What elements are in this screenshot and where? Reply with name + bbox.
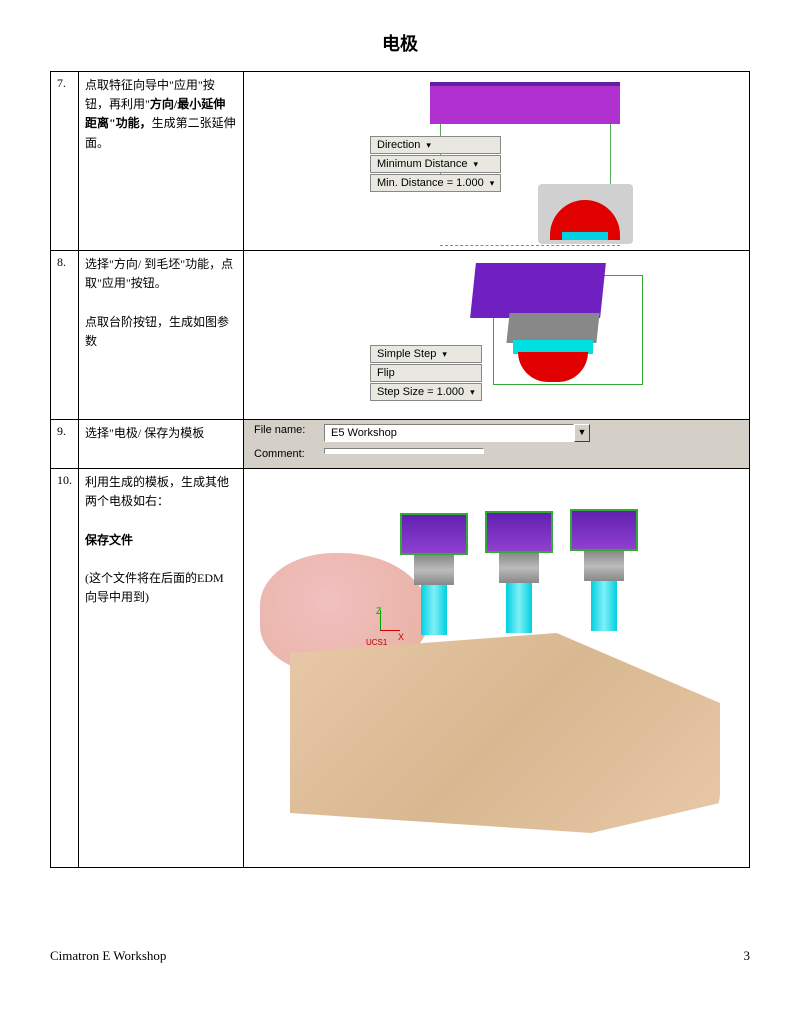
- footer-left: Cimatron E Workshop: [50, 948, 166, 964]
- min-distance-dropdown[interactable]: Minimum Distance: [370, 155, 501, 173]
- filename-label: File name:: [254, 424, 305, 436]
- step-number: 7.: [51, 72, 79, 251]
- step-number: 8.: [51, 251, 79, 420]
- step-number: 9.: [51, 420, 79, 469]
- comment-label: Comment:: [254, 448, 305, 460]
- filename-input[interactable]: E5 Workshop: [324, 424, 574, 442]
- simple-step-dropdown[interactable]: Simple Step: [370, 345, 482, 363]
- figure-step7: Direction Minimum Distance Min. Distance…: [250, 76, 743, 246]
- steps-table: 7. 点取特征向导中"应用"按钮，再利用"方向/最小延伸距离"功能，生成第二张延…: [50, 71, 750, 868]
- table-row: 7. 点取特征向导中"应用"按钮，再利用"方向/最小延伸距离"功能，生成第二张延…: [51, 72, 750, 251]
- step-text: 选择"方向/ 到毛坯"功能，点取"应用"按钮。 点取台阶按钮，生成如图参数: [79, 251, 244, 420]
- page-footer: Cimatron E Workshop 3: [0, 948, 800, 964]
- figure-step10: Z X UCS1: [250, 473, 743, 863]
- filename-dropdown-icon[interactable]: ▼: [574, 424, 590, 442]
- figure-step8: Simple Step Flip Step Size = 1.000: [250, 255, 743, 415]
- page-title: 电极: [50, 30, 750, 56]
- figure-step9: File name: E5 Workshop ▼ Comment:: [244, 420, 749, 468]
- comment-input[interactable]: [324, 448, 484, 454]
- flip-button[interactable]: Flip: [370, 364, 482, 382]
- step-text: 选择"电极/ 保存为模板: [79, 420, 244, 469]
- footer-page-number: 3: [744, 948, 751, 964]
- table-row: 10. 利用生成的模板，生成其他两个电极如右： 保存文件 (这个文件将在后面的E…: [51, 469, 750, 868]
- step-size-value[interactable]: Step Size = 1.000: [370, 383, 482, 401]
- step-text: 利用生成的模板，生成其他两个电极如右： 保存文件 (这个文件将在后面的EDM 向…: [79, 469, 244, 868]
- direction-dropdown[interactable]: Direction: [370, 136, 501, 154]
- table-row: 9. 选择"电极/ 保存为模板 File name: E5 Workshop ▼…: [51, 420, 750, 469]
- step-text: 点取特征向导中"应用"按钮，再利用"方向/最小延伸距离"功能，生成第二张延伸面。: [79, 72, 244, 251]
- table-row: 8. 选择"方向/ 到毛坯"功能，点取"应用"按钮。 点取台阶按钮，生成如图参数…: [51, 251, 750, 420]
- min-distance-value[interactable]: Min. Distance = 1.000: [370, 174, 501, 192]
- step-number: 10.: [51, 469, 79, 868]
